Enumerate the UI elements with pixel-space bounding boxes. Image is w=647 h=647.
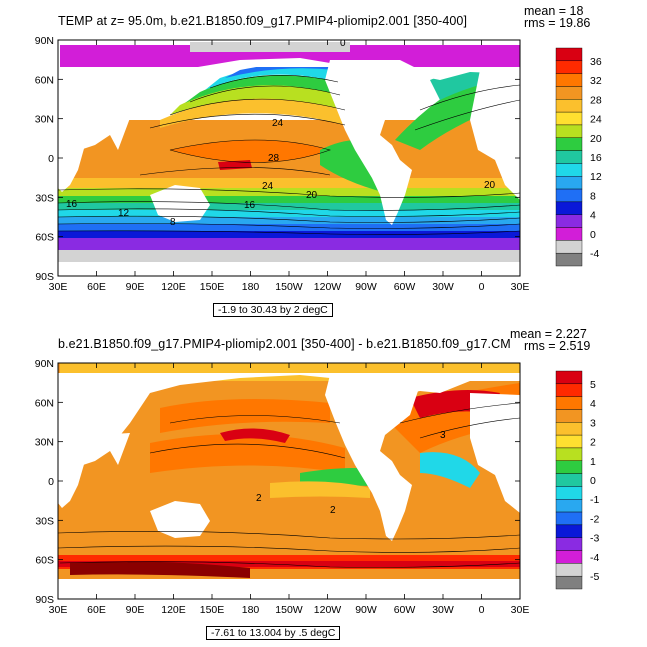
x-tick-label: 150E — [200, 281, 225, 293]
y-tick-label: 0 — [48, 476, 54, 488]
continent-americas — [325, 60, 420, 225]
continent-eurasia — [58, 58, 520, 150]
map-plot: 0 24 28 24 20 16 12 8 16 20 30E 60E 90E 120E 150E 180 1… — [35, 35, 530, 293]
panel-difference: b.e21.B1850.f09_g17.PMIP4-pliomip2.001 [… — [0, 323, 647, 646]
x-tick-label: 180 — [242, 604, 260, 616]
x-tick-label: 120E — [161, 281, 186, 293]
stat-mean: mean = 2.227 — [510, 327, 587, 341]
x-tick-label: 180 — [242, 281, 260, 293]
panel-title: TEMP at z= 95.0m, b.e21.B1850.f09_g17.PM… — [58, 14, 468, 28]
contour-label: 16 — [244, 200, 256, 211]
y-tick-label: 60S — [35, 232, 54, 244]
contour-label: 3 — [440, 430, 446, 441]
x-tick-label: 30E — [49, 281, 68, 293]
x-tick-label: 150W — [275, 604, 303, 616]
x-tick-label: 60E — [87, 604, 106, 616]
map-field: 0 24 28 24 20 16 12 8 16 20 — [58, 38, 520, 276]
x-tick-label: 30W — [432, 604, 454, 616]
x-tick-label: 150E — [200, 604, 225, 616]
x-tick-label: 60E — [87, 281, 106, 293]
y-tick-label: 0 — [48, 153, 54, 165]
x-tick-label: 150W — [275, 281, 303, 293]
band-green — [58, 196, 520, 203]
y-tick-label: 60N — [35, 397, 54, 409]
contour-label: 20 — [484, 180, 496, 191]
contour-label: 2 — [330, 505, 336, 516]
x-tick-label: 120E — [161, 604, 186, 616]
y-tick-label: 30S — [35, 192, 54, 204]
x-tick-label: 60W — [394, 604, 416, 616]
y-tick-label: 90N — [35, 358, 54, 370]
continent-africa — [58, 130, 85, 192]
band-mid-blue — [58, 224, 520, 231]
band-yellow-green — [58, 188, 520, 196]
band-blue — [58, 231, 520, 238]
y-tick-label: 90S — [35, 594, 54, 606]
contour-info: -1.9 to 30.43 by 2 degC — [213, 303, 333, 317]
map-field: 2 3 2 — [58, 363, 520, 599]
contour-label: 24 — [262, 181, 274, 192]
x-tick-label: 30E — [511, 604, 530, 616]
contour-info: -7.61 to 13.004 by .5 degC — [206, 626, 341, 640]
x-tick-label: 0 — [479, 281, 485, 293]
contour-label: 24 — [272, 118, 284, 129]
y-tick-label: 60S — [35, 555, 54, 567]
contour-label: 28 — [268, 153, 280, 164]
band-purple — [58, 238, 520, 250]
x-tick-label: 60W — [394, 281, 416, 293]
y-tick-label: 30N — [35, 437, 54, 449]
x-tick-label: 90W — [355, 604, 377, 616]
x-tick-label: 120W — [314, 604, 342, 616]
x-tick-label: 90E — [126, 604, 145, 616]
continent-australia — [150, 185, 210, 222]
map-plot: 2 3 2 30E 60E 90E 120E 150E 180 150W 120W 90W 60W 30… — [35, 358, 530, 616]
x-tick-label: 90W — [355, 281, 377, 293]
stat-rms: rms = 19.86 — [524, 16, 591, 30]
contour-label: 20 — [306, 190, 318, 201]
x-tick-label: 30E — [511, 281, 530, 293]
contour-label: 16 — [66, 199, 78, 210]
continent-india — [95, 118, 130, 150]
y-tick-label: 90N — [35, 35, 54, 47]
y-tick-label: 30N — [35, 114, 54, 126]
contour-label: 12 — [118, 208, 130, 219]
contour-label: 8 — [170, 217, 176, 228]
y-tick-label: 30S — [35, 515, 54, 527]
x-tick-label: 90E — [126, 281, 145, 293]
y-tick-label: 90S — [35, 271, 54, 283]
contour-label: 2 — [256, 493, 262, 504]
band-yellow — [58, 178, 520, 188]
warm-pool — [170, 140, 330, 163]
stat-rms: rms = 2.519 — [524, 339, 591, 353]
band-light-blue — [58, 217, 520, 224]
x-tick-label: 120W — [314, 281, 342, 293]
contour-lines — [58, 74, 520, 235]
panel-temperature: TEMP at z= 95.0m, b.e21.B1850.f09_g17.PM… — [0, 0, 647, 323]
y-tick-label: 60N — [35, 74, 54, 86]
contour-label: 0 — [340, 38, 346, 49]
x-tick-label: 30E — [49, 604, 68, 616]
x-tick-label: 0 — [479, 604, 485, 616]
stat-mean: mean = 18 — [524, 4, 584, 18]
panel-title: b.e21.B1850.f09_g17.PMIP4-pliomip2.001 [… — [58, 337, 511, 351]
x-tick-label: 30W — [432, 281, 454, 293]
